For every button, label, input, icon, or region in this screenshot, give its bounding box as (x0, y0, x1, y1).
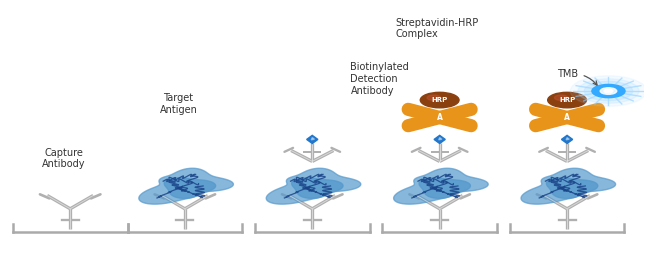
Text: Biotinylated
Detection
Antibody: Biotinylated Detection Antibody (350, 62, 410, 96)
Circle shape (421, 92, 459, 108)
Text: Target
Antigen: Target Antigen (159, 93, 198, 115)
Text: TMB: TMB (558, 69, 597, 85)
Polygon shape (139, 168, 233, 204)
Polygon shape (566, 138, 569, 140)
Text: A: A (437, 113, 443, 122)
Text: Streptavidin-HRP
Complex: Streptavidin-HRP Complex (395, 18, 478, 40)
Circle shape (578, 79, 639, 103)
Polygon shape (434, 135, 445, 144)
Circle shape (548, 92, 586, 108)
Polygon shape (547, 178, 598, 198)
Circle shape (427, 95, 441, 100)
Text: A: A (564, 113, 570, 122)
Polygon shape (521, 168, 616, 204)
Text: HRP: HRP (559, 97, 575, 103)
Text: Capture
Antibody: Capture Antibody (42, 148, 86, 170)
Circle shape (584, 81, 632, 101)
Circle shape (592, 84, 625, 98)
Polygon shape (266, 168, 361, 204)
Polygon shape (562, 135, 573, 144)
Polygon shape (394, 168, 488, 204)
Polygon shape (292, 178, 343, 198)
Text: HRP: HRP (432, 97, 448, 103)
Polygon shape (307, 135, 318, 144)
Circle shape (600, 88, 617, 94)
Polygon shape (419, 178, 471, 198)
Circle shape (604, 89, 613, 93)
Polygon shape (439, 138, 442, 140)
Polygon shape (164, 178, 216, 198)
Circle shape (554, 95, 568, 100)
Polygon shape (311, 138, 315, 140)
Circle shape (570, 76, 647, 106)
